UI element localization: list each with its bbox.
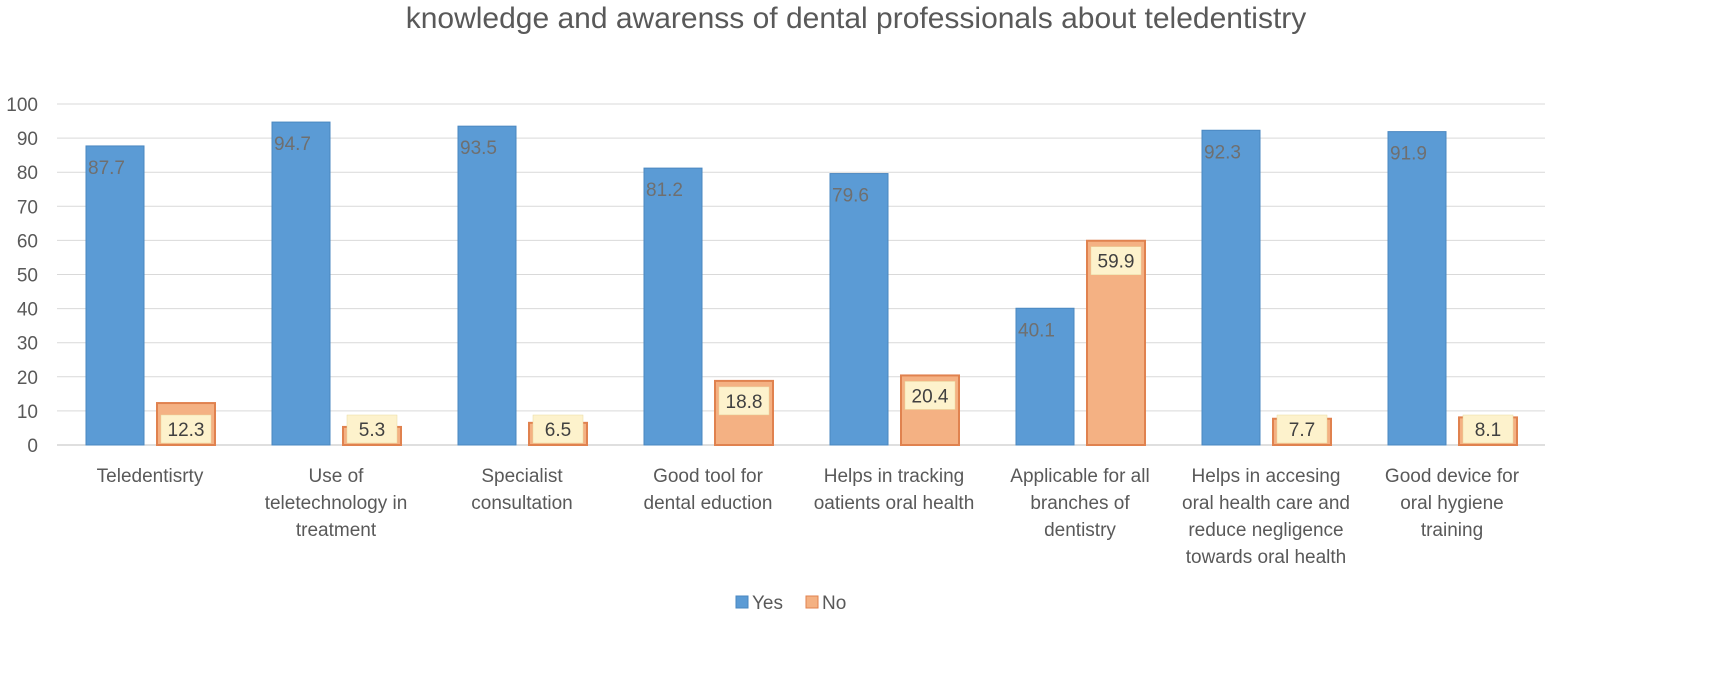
- data-label-box: [1462, 414, 1514, 444]
- y-tick-label: 50: [17, 266, 38, 287]
- x-category-label: oral hygiene: [1400, 493, 1504, 514]
- x-category-label: Teledentisrty: [97, 466, 204, 487]
- data-label-box: [160, 414, 212, 444]
- x-category-label: Specialist: [481, 466, 563, 487]
- x-category-label: Use of: [309, 466, 365, 487]
- data-label-yes: 94.7: [274, 134, 311, 155]
- y-tick-label: 90: [17, 129, 38, 150]
- legend-swatch: [735, 595, 749, 609]
- y-tick-label: 70: [17, 197, 38, 218]
- data-label-box: [718, 386, 770, 416]
- x-category-label: oatients oral health: [814, 493, 975, 514]
- x-category-label: training: [1421, 520, 1483, 541]
- data-label-no: 12.3: [168, 420, 205, 441]
- x-category-label: Helps in accesing: [1192, 466, 1341, 487]
- x-category-label: Good tool for: [653, 466, 764, 487]
- data-label-yes: 87.7: [88, 158, 125, 179]
- x-category-label: oral health care and: [1182, 493, 1350, 514]
- data-label-yes: 91.9: [1390, 144, 1427, 165]
- legend-label: Yes: [752, 593, 783, 614]
- data-label-no: 59.9: [1098, 252, 1135, 273]
- data-label-yes: 81.2: [646, 180, 683, 201]
- bar-yes: [85, 145, 145, 446]
- x-category-label: towards oral health: [1186, 547, 1347, 568]
- x-category-label: Good device for: [1385, 466, 1520, 487]
- y-tick-label: 40: [17, 300, 38, 321]
- data-label-box: [904, 381, 956, 410]
- y-tick-label: 0: [27, 436, 38, 457]
- bar-yes: [643, 167, 703, 446]
- bar-yes: [271, 121, 331, 446]
- bar-yes: [1201, 129, 1261, 446]
- data-label-yes: 79.6: [832, 186, 869, 207]
- y-tick-label: 10: [17, 402, 38, 423]
- data-label-no: 18.8: [726, 392, 763, 413]
- data-label-box: [346, 414, 398, 444]
- bar-yes: [457, 125, 517, 446]
- data-label-yes: 40.1: [1018, 320, 1055, 341]
- x-category-label: dental eduction: [644, 493, 773, 514]
- data-label-yes: 92.3: [1204, 142, 1241, 163]
- data-label-box: [532, 414, 584, 444]
- data-label-yes: 93.5: [460, 138, 497, 159]
- data-label-no: 8.1: [1475, 420, 1501, 441]
- data-label-box: [1090, 246, 1142, 275]
- data-label-no: 7.7: [1289, 420, 1315, 441]
- chart-title: knowledge and awarenss of dental profess…: [406, 2, 1307, 35]
- y-tick-label: 60: [17, 231, 38, 252]
- x-axis-categories: Teledentisrty Use of teletechnology in trea…: [97, 466, 1520, 568]
- bar-yes: [829, 173, 889, 446]
- x-category-label: Helps in tracking: [824, 466, 964, 487]
- data-label-box: [1276, 414, 1328, 444]
- x-category-label: reduce negligence: [1188, 520, 1343, 541]
- bars: [85, 121, 1518, 447]
- y-axis-ticks: 0 10 20 30 40 50 60 70 80 90 100: [6, 95, 38, 457]
- data-label-no: 5.3: [359, 420, 385, 441]
- legend-label: No: [822, 593, 846, 614]
- y-tick-label: 30: [17, 334, 38, 355]
- x-category-label: consultation: [471, 493, 572, 514]
- y-tick-label: 80: [17, 163, 38, 184]
- x-category-label: dentistry: [1044, 520, 1116, 541]
- data-label-no: 6.5: [545, 420, 571, 441]
- y-tick-label: 100: [6, 95, 38, 116]
- x-category-label: treatment: [296, 520, 377, 541]
- x-category-label: branches of: [1030, 493, 1130, 514]
- bar-yes: [1015, 307, 1075, 446]
- y-tick-label: 20: [17, 368, 38, 389]
- x-category-label: teletechnology in: [265, 493, 408, 514]
- bar-yes: [1387, 131, 1447, 446]
- legend: Yes No: [735, 593, 846, 614]
- data-labels: 87.7 12.3 94.7 5.3 93.5 6.5 81.2 18.8 79.6 20.4 40…: [88, 134, 1514, 444]
- data-label-no: 20.4: [912, 386, 949, 407]
- legend-swatch: [805, 595, 819, 609]
- x-category-label: Applicable for all: [1010, 466, 1149, 487]
